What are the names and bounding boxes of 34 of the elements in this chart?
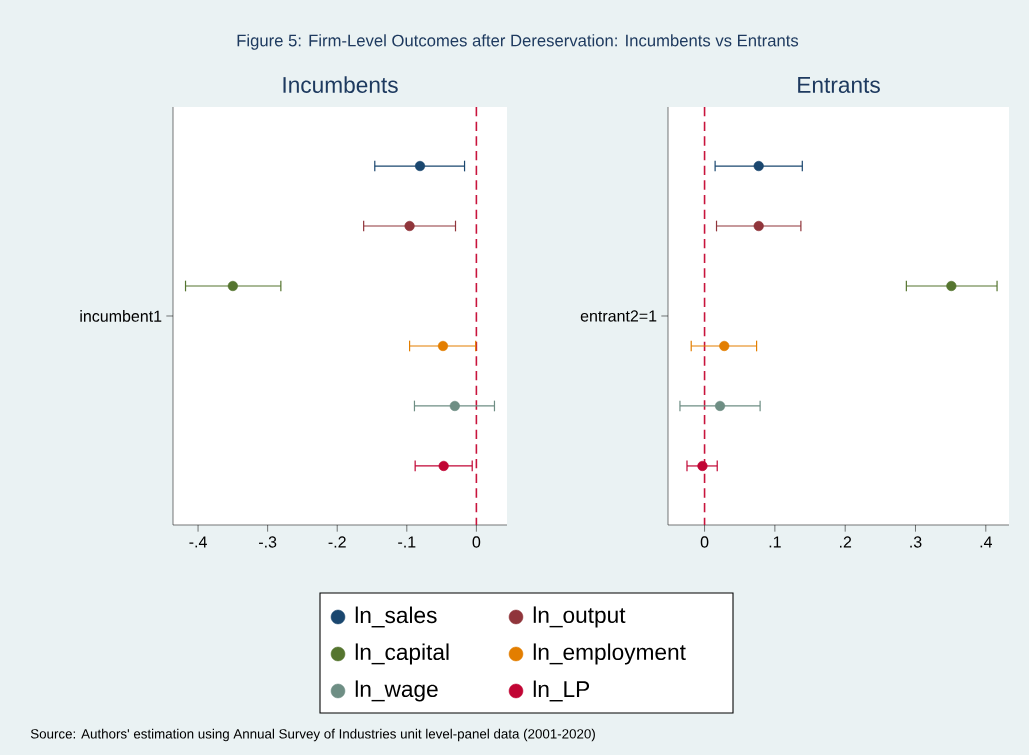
point (404, 220, 415, 232)
x-tick-label: .2 (839, 536, 852, 548)
x-tick-label: .1 (769, 536, 781, 548)
chart-title: Incumbents (283, 76, 398, 93)
legend-label: ln_employment (533, 643, 686, 665)
point (227, 280, 238, 292)
chart-title: Entrants (798, 77, 880, 93)
legend-label: ln_wage (355, 680, 438, 702)
x-tick-label: -.4 (189, 536, 207, 548)
legend-label: ln_LP (533, 680, 590, 702)
x-tick-label: 0 (700, 536, 709, 548)
x-tick-label: -.1 (398, 536, 416, 548)
point (714, 400, 726, 412)
x-tick-label: .4 (980, 536, 993, 548)
caption: Figure 5: Firm-Level Outcomes after Dereservation: Incumbents vs Entrants (237, 34, 799, 50)
x-tick-label: -.3 (259, 536, 277, 548)
point (437, 340, 449, 352)
x-tick-label: .3 (910, 536, 922, 548)
legend-label: ln_sales (355, 606, 437, 628)
point (414, 160, 426, 172)
point (753, 160, 764, 172)
x-tick-label: 0 (472, 536, 481, 548)
point (697, 460, 708, 472)
point (719, 340, 730, 352)
legend-label: ln_capital (355, 643, 449, 665)
x-tick-label: -.2 (328, 536, 346, 548)
legend-label: ln_output (533, 606, 626, 628)
point (438, 460, 449, 472)
source-note: Source: Authors' estimation using Annual Survey of Industries unit level-panel data (2001-2020) (30, 728, 595, 742)
y-axis-title: entrant2=1 (580, 310, 657, 322)
point (753, 220, 764, 232)
point (946, 280, 957, 292)
point (449, 400, 460, 412)
y-axis-title: incumbent1 (80, 310, 162, 322)
